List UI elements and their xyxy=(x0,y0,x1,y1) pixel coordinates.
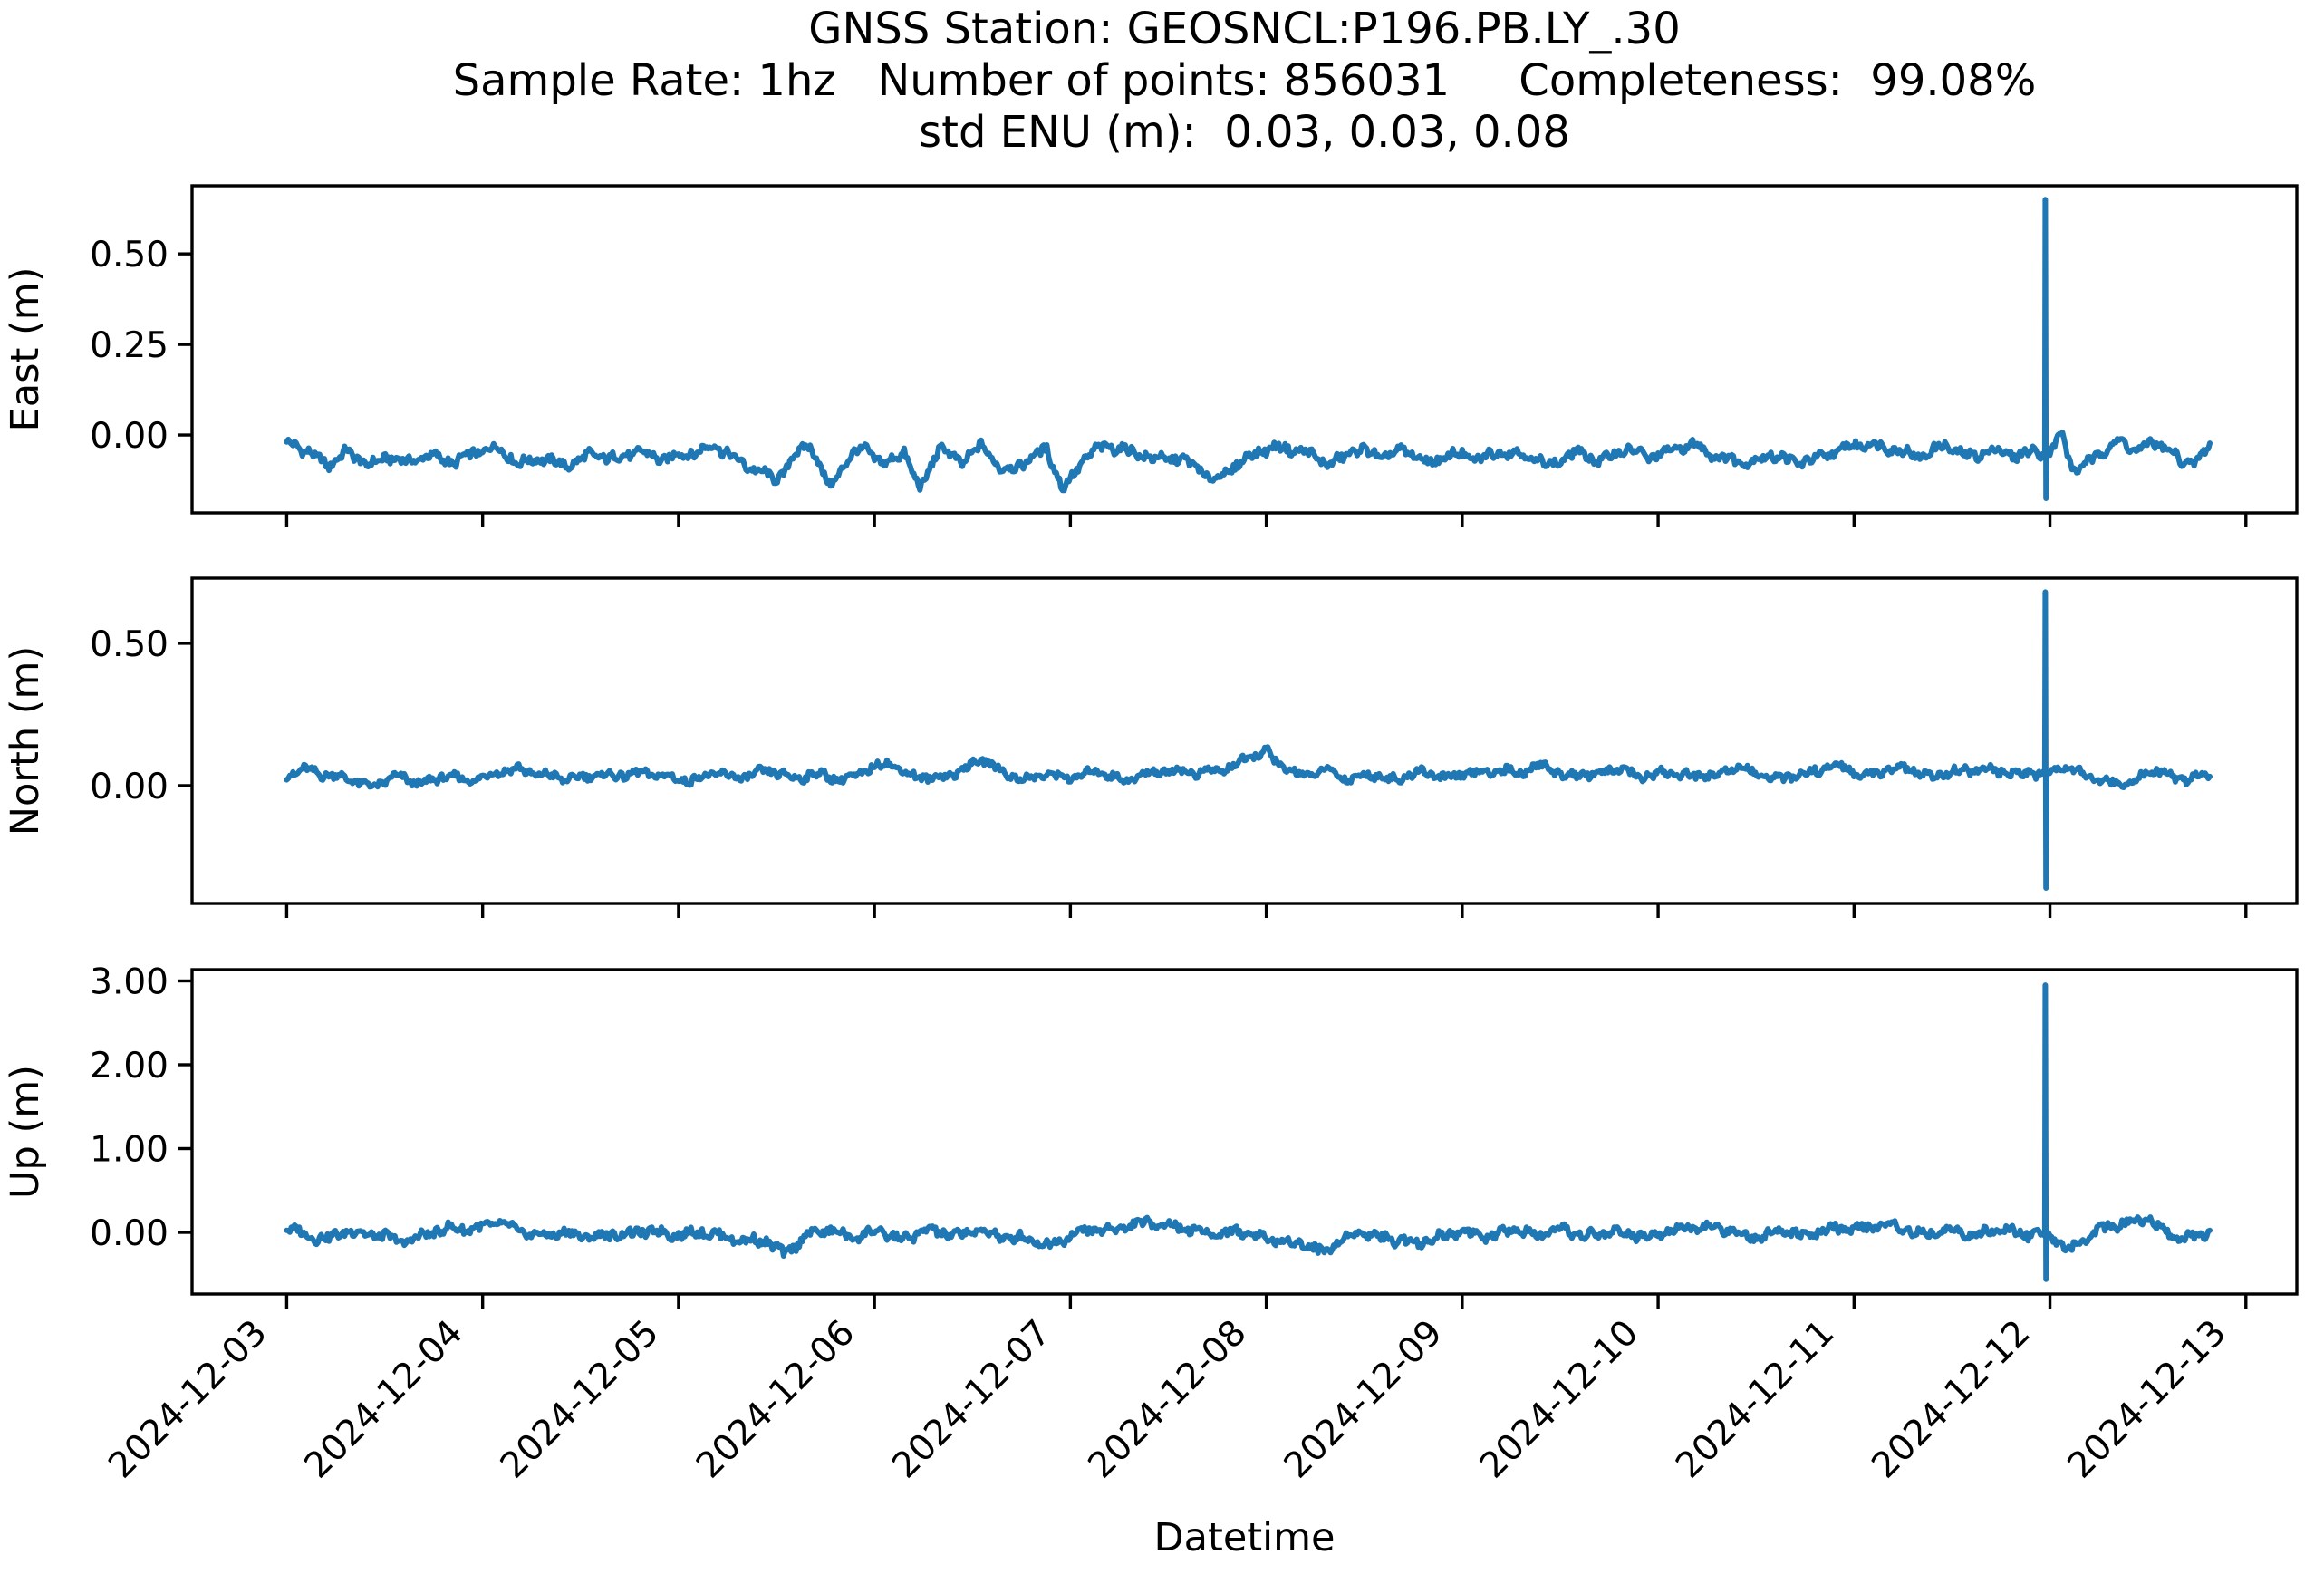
north-ylabel: North (m) xyxy=(3,646,48,835)
xtick-label-2024-12-04: 2024-12-04 xyxy=(297,1312,471,1486)
east-ylabel: East (m) xyxy=(3,267,48,432)
north-series-line xyxy=(284,589,2213,891)
up-ytick-label: 0.00 xyxy=(90,1213,169,1254)
chart-title-line2: Sample Rate: 1hz Number of points: 85603… xyxy=(452,55,2037,106)
east-ytick-label: 0.00 xyxy=(90,416,169,457)
xtick-label-2024-12-09: 2024-12-09 xyxy=(1277,1312,1451,1486)
east-ytick-label: 0.25 xyxy=(90,325,169,366)
north-ytick-label: 0.50 xyxy=(90,624,169,665)
chart-title-line1: GNSS Station: GEOSNCL:P196.PB.LY_.30 xyxy=(808,4,1681,54)
north-axes-box xyxy=(190,576,2299,905)
xtick-label-2024-12-07: 2024-12-07 xyxy=(884,1312,1058,1486)
up-ylabel: Up (m) xyxy=(3,1065,48,1199)
xtick-label-2024-12-12: 2024-12-12 xyxy=(1865,1312,2039,1486)
xtick-label-2024-12-06: 2024-12-06 xyxy=(689,1312,863,1486)
up-series-line xyxy=(284,982,2213,1282)
up-ytick-label: 2.00 xyxy=(90,1046,169,1087)
xtick-label-2024-12-08: 2024-12-08 xyxy=(1081,1312,1255,1486)
xtick-label-2024-12-11: 2024-12-11 xyxy=(1668,1312,1842,1486)
x-axis-label: Datetime xyxy=(1153,1515,1336,1560)
east-series-line xyxy=(284,197,2213,501)
east-axes-box xyxy=(190,184,2299,515)
up-ytick-label: 3.00 xyxy=(90,961,169,1002)
xtick-label-2024-12-13: 2024-12-13 xyxy=(2060,1312,2234,1486)
chart-title-block: GNSS Station: GEOSNCL:P196.PB.LY_.30 Sam… xyxy=(192,4,2297,159)
north-ytick-label: 0.00 xyxy=(90,767,169,807)
chart-title-line3: std ENU (m): 0.03, 0.03, 0.08 xyxy=(919,107,1570,158)
east-ytick-label: 0.50 xyxy=(90,235,169,275)
xtick-label-2024-12-10: 2024-12-10 xyxy=(1472,1312,1646,1486)
xtick-label-2024-12-05: 2024-12-05 xyxy=(493,1312,667,1486)
up-axes-box xyxy=(190,968,2299,1296)
up-ytick-label: 1.00 xyxy=(90,1130,169,1171)
xtick-label-2024-12-03: 2024-12-03 xyxy=(101,1312,275,1486)
